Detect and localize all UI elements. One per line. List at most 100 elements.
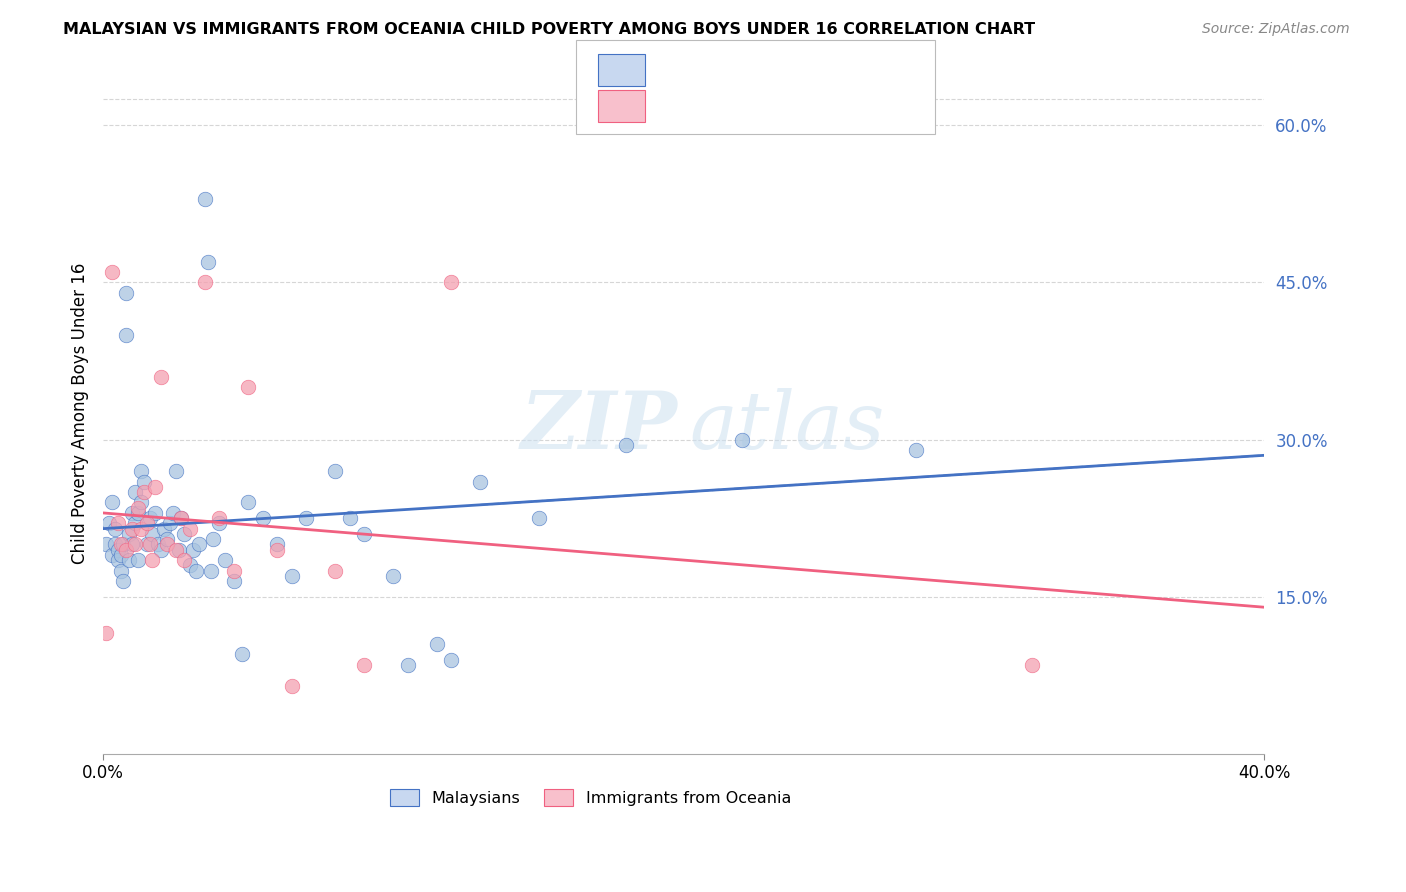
Text: 30: 30: [834, 98, 856, 113]
Point: [165, 464, 187, 478]
Point: [94, 537, 117, 551]
Point: [115, 542, 138, 557]
Point: [115, 327, 138, 342]
Point: [124, 485, 146, 500]
Point: [238, 495, 260, 509]
Point: [107, 516, 129, 531]
Point: [110, 537, 132, 551]
Point: [170, 511, 193, 525]
Point: [115, 285, 138, 300]
Point: [173, 527, 195, 541]
Point: [127, 500, 149, 515]
Point: [208, 511, 231, 525]
Text: N =: N =: [780, 98, 817, 113]
Point: [323, 564, 346, 578]
Point: [141, 527, 163, 541]
Point: [129, 522, 152, 536]
Point: [162, 506, 184, 520]
Point: [396, 657, 419, 672]
Point: [353, 657, 375, 672]
Point: [129, 464, 152, 478]
Point: [614, 438, 637, 452]
Point: [118, 527, 141, 541]
Point: [181, 542, 204, 557]
Point: [208, 516, 231, 531]
Point: [156, 537, 179, 551]
Point: [94, 626, 117, 640]
Point: [104, 537, 127, 551]
Point: [165, 542, 187, 557]
Point: [470, 475, 492, 489]
Point: [138, 511, 160, 525]
Point: [527, 511, 550, 525]
Point: [156, 532, 179, 546]
Point: [148, 537, 170, 551]
Text: 0.092: 0.092: [707, 62, 758, 78]
Point: [323, 464, 346, 478]
Text: -0.106: -0.106: [707, 98, 765, 113]
Point: [159, 516, 181, 531]
Point: [145, 480, 167, 494]
Point: [124, 537, 146, 551]
Point: [1021, 657, 1043, 672]
Point: [194, 276, 217, 290]
Point: [129, 495, 152, 509]
Point: [167, 542, 190, 557]
Point: [353, 527, 375, 541]
Point: [731, 433, 754, 447]
Point: [138, 537, 160, 551]
Point: [339, 511, 361, 525]
Point: [266, 537, 288, 551]
Point: [179, 522, 201, 536]
Point: [97, 516, 120, 531]
Point: [141, 553, 163, 567]
Point: [121, 537, 143, 551]
Text: ZIP: ZIP: [522, 388, 678, 466]
Point: [382, 568, 405, 582]
Text: R =: R =: [654, 62, 689, 78]
Text: Source: ZipAtlas.com: Source: ZipAtlas.com: [1202, 22, 1350, 37]
Point: [110, 564, 132, 578]
Point: [107, 542, 129, 557]
Point: [101, 548, 124, 562]
Point: [173, 553, 195, 567]
Point: [101, 265, 124, 279]
Text: R =: R =: [654, 98, 689, 113]
Point: [281, 679, 304, 693]
Point: [440, 276, 463, 290]
Point: [101, 495, 124, 509]
Point: [197, 254, 219, 268]
Point: [281, 568, 304, 582]
Text: 69: 69: [834, 62, 856, 78]
Point: [104, 522, 127, 536]
Point: [222, 564, 245, 578]
Text: MALAYSIAN VS IMMIGRANTS FROM OCEANIA CHILD POVERTY AMONG BOYS UNDER 16 CORRELATI: MALAYSIAN VS IMMIGRANTS FROM OCEANIA CHI…: [63, 22, 1035, 37]
Point: [121, 522, 143, 536]
Point: [121, 506, 143, 520]
Point: [214, 553, 236, 567]
Point: [112, 574, 135, 588]
Point: [132, 475, 155, 489]
Point: [266, 542, 288, 557]
Point: [238, 380, 260, 394]
Point: [252, 511, 274, 525]
Point: [153, 522, 176, 536]
Point: [194, 192, 217, 206]
Point: [440, 652, 463, 666]
Point: [112, 537, 135, 551]
Point: [110, 548, 132, 562]
Point: [184, 564, 207, 578]
Point: [426, 637, 449, 651]
Point: [135, 516, 157, 531]
Point: [150, 542, 173, 557]
Point: [187, 537, 209, 551]
Point: [231, 648, 253, 662]
Point: [222, 574, 245, 588]
Point: [127, 553, 149, 567]
Point: [170, 511, 193, 525]
Point: [200, 564, 222, 578]
Point: [118, 553, 141, 567]
Text: N =: N =: [780, 62, 817, 78]
Point: [904, 443, 927, 458]
Y-axis label: Child Poverty Among Boys Under 16: Child Poverty Among Boys Under 16: [72, 263, 89, 564]
